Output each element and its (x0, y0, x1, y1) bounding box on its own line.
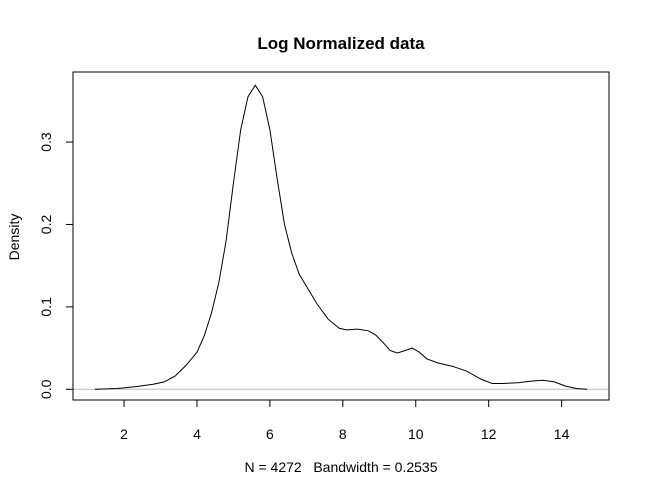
chart-title: Log Normalized data (257, 34, 425, 53)
x-tick-label: 10 (408, 426, 424, 442)
x-tick-label: 12 (481, 426, 497, 442)
y-axis: 0.0 0.1 0.2 0.3 (38, 132, 74, 399)
x-tick-label: 6 (266, 426, 274, 442)
y-tick-label: 0.0 (38, 379, 54, 399)
y-axis-label: Density (6, 214, 22, 261)
y-tick-label: 0.3 (38, 132, 54, 152)
x-tick-label: 4 (193, 426, 201, 442)
x-tick-label: 14 (554, 426, 570, 442)
plot-frame (72, 71, 610, 401)
density-curve (94, 84, 588, 390)
y-tick-label: 0.2 (38, 215, 54, 235)
x-tick-label: 8 (339, 426, 347, 442)
x-tick-label: 2 (120, 426, 128, 442)
x-axis-label: N = 4272 Bandwidth = 0.2535 (244, 459, 437, 475)
y-tick-label: 0.1 (38, 297, 54, 317)
x-axis: 2 4 6 8 10 12 14 (120, 399, 570, 442)
